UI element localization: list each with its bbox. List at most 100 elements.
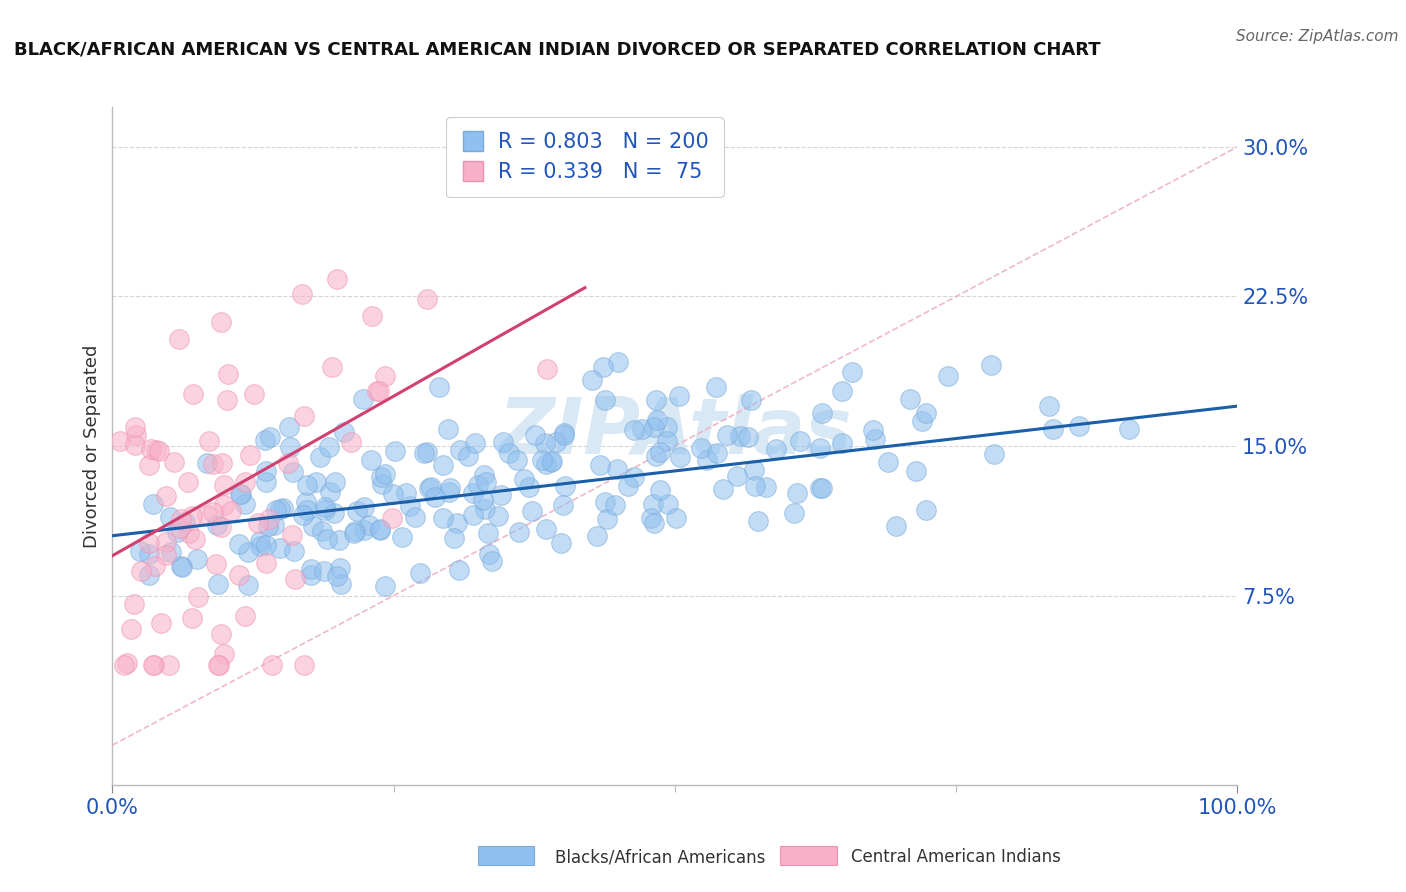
Point — [467, 478, 489, 492]
Point — [138, 536, 160, 550]
Point — [249, 539, 271, 553]
Point — [115, 656, 138, 670]
Point — [108, 434, 131, 449]
Point — [129, 564, 152, 578]
Point — [257, 518, 280, 533]
Point — [254, 475, 277, 489]
Point — [648, 483, 671, 497]
Point — [416, 445, 439, 459]
Point — [690, 441, 713, 455]
Point — [299, 567, 322, 582]
Point — [150, 616, 173, 631]
Point — [381, 510, 404, 524]
Point — [464, 435, 486, 450]
Point — [540, 455, 562, 469]
Point — [915, 406, 938, 420]
Point — [1067, 418, 1090, 433]
Point — [492, 435, 515, 450]
Point — [326, 569, 349, 583]
Point — [291, 508, 314, 523]
Point — [541, 453, 564, 467]
Point — [481, 554, 503, 568]
Y-axis label: Divorced or Separated: Divorced or Separated — [83, 344, 101, 548]
Point — [395, 486, 418, 500]
Point — [278, 420, 301, 434]
Point — [295, 494, 318, 508]
Point — [432, 511, 454, 525]
Point — [810, 481, 832, 495]
Point — [664, 511, 686, 525]
Text: ZIPAtlas: ZIPAtlas — [498, 394, 852, 470]
Point — [309, 450, 332, 464]
Point — [728, 428, 751, 442]
Point — [446, 516, 468, 531]
Point — [508, 524, 530, 539]
Point — [143, 658, 166, 673]
Point — [278, 441, 301, 455]
Point — [169, 558, 191, 573]
Point — [177, 475, 200, 490]
Point — [808, 481, 831, 495]
Point — [808, 441, 831, 455]
Point — [184, 533, 207, 547]
Point — [323, 475, 346, 490]
Point — [198, 434, 221, 449]
Point — [533, 435, 555, 450]
Point — [187, 591, 209, 605]
Point — [186, 552, 208, 566]
Point — [645, 413, 668, 427]
Point — [630, 421, 652, 435]
Point — [217, 367, 239, 381]
Point — [648, 445, 671, 459]
Point — [208, 658, 231, 673]
Point — [477, 525, 499, 540]
Point — [128, 544, 150, 558]
Point — [361, 309, 384, 323]
Point — [457, 449, 479, 463]
Point — [353, 500, 375, 515]
Point — [139, 442, 162, 456]
Point — [321, 359, 343, 374]
Point — [789, 434, 811, 449]
Point — [437, 484, 460, 499]
Point — [980, 358, 1002, 372]
Point — [257, 512, 280, 526]
Point — [616, 479, 638, 493]
Point — [783, 506, 806, 520]
Point — [862, 423, 884, 437]
Point — [432, 458, 454, 472]
Point — [742, 463, 765, 477]
Point — [711, 482, 734, 496]
Point — [170, 560, 193, 574]
Point — [370, 470, 392, 484]
Point — [305, 475, 328, 489]
Point — [374, 369, 396, 384]
Point — [314, 500, 336, 514]
Text: Central American Indians: Central American Indians — [851, 848, 1060, 866]
Point — [254, 538, 277, 552]
Point — [254, 434, 277, 448]
Point — [295, 478, 318, 492]
Point — [346, 503, 368, 517]
Point — [643, 516, 665, 530]
Point — [463, 508, 485, 522]
Point — [233, 497, 256, 511]
Point — [413, 446, 436, 460]
Point — [235, 609, 257, 624]
Point — [155, 548, 177, 562]
Point — [706, 446, 728, 460]
Point — [418, 481, 440, 495]
Point — [233, 475, 256, 490]
Point — [811, 406, 834, 420]
Point — [209, 315, 232, 329]
Point — [202, 505, 225, 519]
Point — [914, 503, 936, 517]
Point — [657, 497, 679, 511]
Point — [212, 648, 235, 662]
Point — [281, 465, 304, 479]
Point — [269, 541, 291, 556]
Point — [353, 524, 375, 538]
Point — [112, 658, 135, 673]
Legend: R = 0.803   N = 200, R = 0.339   N =  75: R = 0.803 N = 200, R = 0.339 N = 75 — [446, 118, 724, 197]
Point — [765, 442, 787, 457]
